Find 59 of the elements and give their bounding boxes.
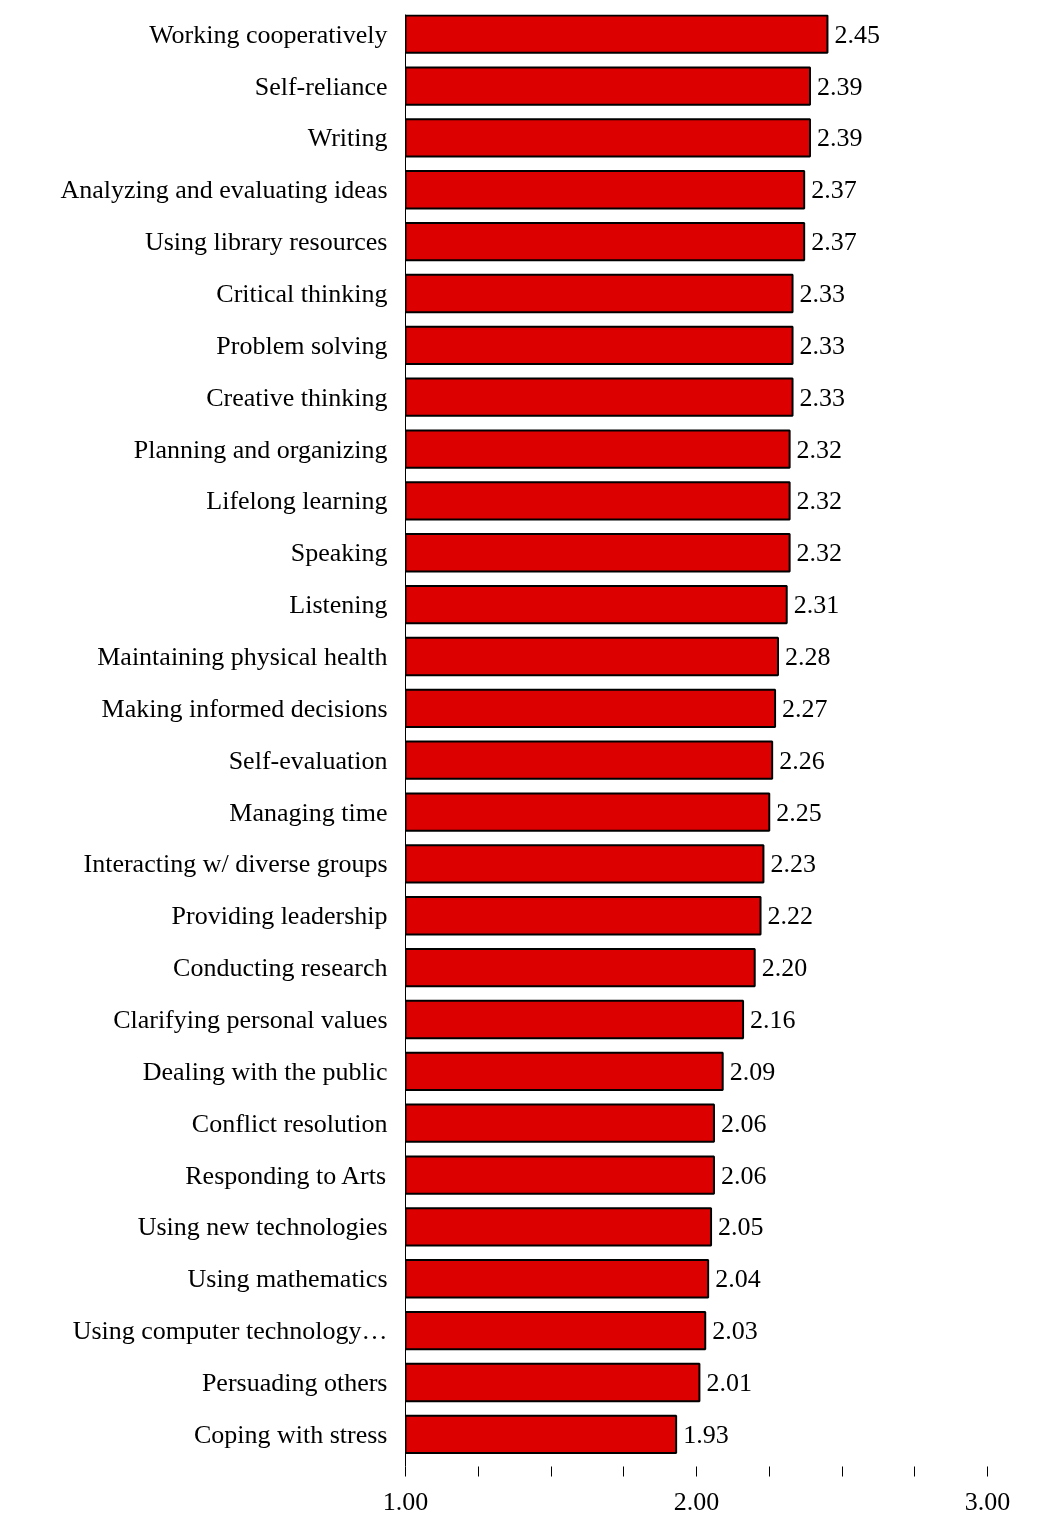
data-label: 2.37 bbox=[811, 175, 857, 205]
data-label: 2.45 bbox=[834, 19, 880, 49]
data-label: 2.32 bbox=[796, 434, 843, 464]
y-tick-label: Problem solving bbox=[216, 330, 388, 360]
data-label: 2.39 bbox=[816, 123, 863, 153]
data-label: 2.39 bbox=[816, 71, 863, 101]
data-label: 2.32 bbox=[796, 538, 843, 568]
y-tick-label: Coping with stress bbox=[193, 1419, 388, 1449]
y-tick-label: Conducting research bbox=[173, 953, 388, 983]
y-tick-label: Providing leadership bbox=[171, 901, 388, 931]
y-tick-label: Self-reliance bbox=[254, 71, 388, 101]
data-label: 2.33 bbox=[799, 330, 846, 360]
y-tick-label: Responding to Arts bbox=[185, 1160, 387, 1190]
y-tick-label: Analyzing and evaluating ideas bbox=[60, 175, 388, 205]
data-label: 2.28 bbox=[784, 641, 831, 671]
y-tick-label: Using computer technology… bbox=[72, 1316, 388, 1346]
data-label: 2.05 bbox=[718, 1212, 764, 1242]
y-tick-label: Persuading others bbox=[201, 1367, 388, 1397]
data-label: 2.33 bbox=[799, 278, 846, 308]
data-label: 2.31 bbox=[793, 590, 840, 620]
x-tick-label: 3.00 bbox=[964, 1486, 1011, 1516]
y-tick-label: Creative thinking bbox=[206, 382, 388, 412]
y-tick-label: Working cooperatively bbox=[149, 19, 388, 49]
data-label: 2.23 bbox=[770, 849, 816, 879]
data-label: 2.32 bbox=[796, 486, 843, 516]
data-label: 2.03 bbox=[712, 1316, 758, 1346]
data-label: 2.04 bbox=[715, 1264, 761, 1294]
y-tick-label: Making informed decisions bbox=[101, 693, 388, 723]
y-tick-label: Critical thinking bbox=[216, 278, 388, 308]
data-label: 2.37 bbox=[811, 227, 857, 257]
data-label: 2.20 bbox=[761, 953, 808, 983]
y-tick-label: Using new technologies bbox=[137, 1212, 388, 1242]
data-label: 2.09 bbox=[729, 1056, 776, 1086]
y-tick-label: Self-evaluation bbox=[228, 745, 388, 775]
y-tick-label: Speaking bbox=[290, 538, 388, 568]
x-tick-label: 1.00 bbox=[382, 1486, 429, 1516]
y-tick-label: Writing bbox=[307, 123, 388, 153]
y-tick-label: Interacting w/ diverse groups bbox=[83, 849, 388, 879]
y-tick-label: Maintaining physical health bbox=[97, 641, 388, 671]
y-tick-label: Managing time bbox=[229, 797, 388, 827]
data-label: 2.33 bbox=[799, 382, 846, 412]
data-label: 2.01 bbox=[706, 1367, 752, 1397]
y-tick-label: Using library resources bbox=[144, 227, 388, 257]
y-tick-label: Conflict resolution bbox=[191, 1108, 388, 1138]
data-label: 2.06 bbox=[720, 1160, 767, 1190]
y-tick-label: Planning and organizing bbox=[133, 434, 388, 464]
data-label: 2.22 bbox=[767, 901, 814, 931]
y-tick-label: Lifelong learning bbox=[206, 486, 388, 516]
data-label: 2.26 bbox=[779, 745, 825, 775]
data-label: 2.16 bbox=[750, 1004, 796, 1034]
data-label: 2.25 bbox=[776, 797, 822, 827]
data-label: 2.27 bbox=[782, 693, 828, 723]
data-label: 2.06 bbox=[720, 1108, 767, 1138]
y-tick-label: Clarifying personal values bbox=[113, 1004, 388, 1034]
data-label: 1.93 bbox=[683, 1419, 729, 1449]
y-tick-label: Listening bbox=[289, 590, 388, 620]
y-tick-label: Using mathematics bbox=[187, 1264, 388, 1294]
x-tick-label: 2.00 bbox=[673, 1486, 720, 1516]
y-tick-label: Dealing with the public bbox=[142, 1056, 388, 1086]
